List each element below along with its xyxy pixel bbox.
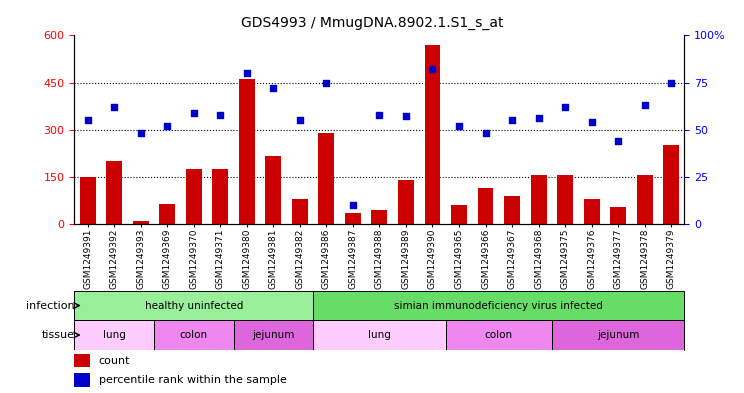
Text: infection: infection bbox=[26, 301, 74, 310]
Point bbox=[586, 119, 597, 125]
Bar bbox=[663, 145, 679, 224]
Point bbox=[665, 79, 677, 86]
Text: healthy uninfected: healthy uninfected bbox=[144, 301, 243, 310]
Text: GDS4993 / MmugDNA.8902.1.S1_s_at: GDS4993 / MmugDNA.8902.1.S1_s_at bbox=[241, 16, 503, 30]
Bar bbox=[584, 199, 600, 224]
Bar bbox=[371, 210, 388, 224]
Text: lung: lung bbox=[368, 330, 391, 340]
Bar bbox=[292, 199, 308, 224]
Point bbox=[480, 130, 492, 137]
Bar bbox=[610, 207, 626, 224]
Point bbox=[187, 110, 199, 116]
Bar bbox=[74, 320, 154, 350]
Bar bbox=[451, 205, 467, 224]
Point bbox=[241, 70, 253, 76]
Point bbox=[347, 202, 359, 208]
Bar bbox=[398, 180, 414, 224]
Point bbox=[321, 79, 333, 86]
Text: colon: colon bbox=[180, 330, 208, 340]
Point bbox=[214, 112, 226, 118]
Text: percentile rank within the sample: percentile rank within the sample bbox=[99, 375, 286, 386]
Bar bbox=[159, 204, 175, 224]
Text: lung: lung bbox=[103, 330, 126, 340]
Bar bbox=[266, 156, 281, 224]
Point bbox=[612, 138, 624, 144]
Bar bbox=[552, 320, 684, 350]
Text: count: count bbox=[99, 356, 130, 366]
Bar bbox=[80, 177, 96, 224]
Bar bbox=[74, 373, 90, 387]
Point bbox=[161, 123, 173, 129]
Bar bbox=[557, 175, 573, 224]
Bar bbox=[637, 175, 652, 224]
Text: jejunum: jejunum bbox=[252, 330, 295, 340]
Bar bbox=[186, 169, 202, 224]
Bar bbox=[504, 196, 520, 224]
Bar bbox=[74, 354, 90, 367]
Bar bbox=[106, 161, 122, 224]
Point bbox=[135, 130, 147, 137]
Bar bbox=[74, 291, 313, 320]
Bar bbox=[345, 213, 361, 224]
Point bbox=[373, 112, 385, 118]
Point bbox=[426, 66, 438, 72]
Point bbox=[108, 104, 120, 110]
Bar bbox=[530, 175, 547, 224]
Text: jejunum: jejunum bbox=[597, 330, 639, 340]
Bar bbox=[239, 79, 254, 224]
Text: tissue: tissue bbox=[42, 330, 74, 340]
Point bbox=[506, 117, 518, 123]
Point bbox=[533, 115, 545, 121]
Bar bbox=[425, 45, 440, 224]
Text: colon: colon bbox=[485, 330, 513, 340]
Point bbox=[82, 117, 94, 123]
Bar bbox=[234, 320, 313, 350]
Bar bbox=[318, 133, 334, 224]
Bar bbox=[154, 320, 234, 350]
Bar bbox=[132, 221, 149, 224]
Bar bbox=[313, 291, 684, 320]
Point bbox=[559, 104, 571, 110]
Point bbox=[639, 102, 651, 108]
Bar bbox=[212, 169, 228, 224]
Point bbox=[294, 117, 306, 123]
Point bbox=[267, 85, 279, 91]
Bar bbox=[478, 188, 493, 224]
Text: simian immunodeficiency virus infected: simian immunodeficiency virus infected bbox=[394, 301, 603, 310]
Bar bbox=[313, 320, 446, 350]
Point bbox=[453, 123, 465, 129]
Point bbox=[400, 113, 412, 119]
Bar bbox=[446, 320, 552, 350]
